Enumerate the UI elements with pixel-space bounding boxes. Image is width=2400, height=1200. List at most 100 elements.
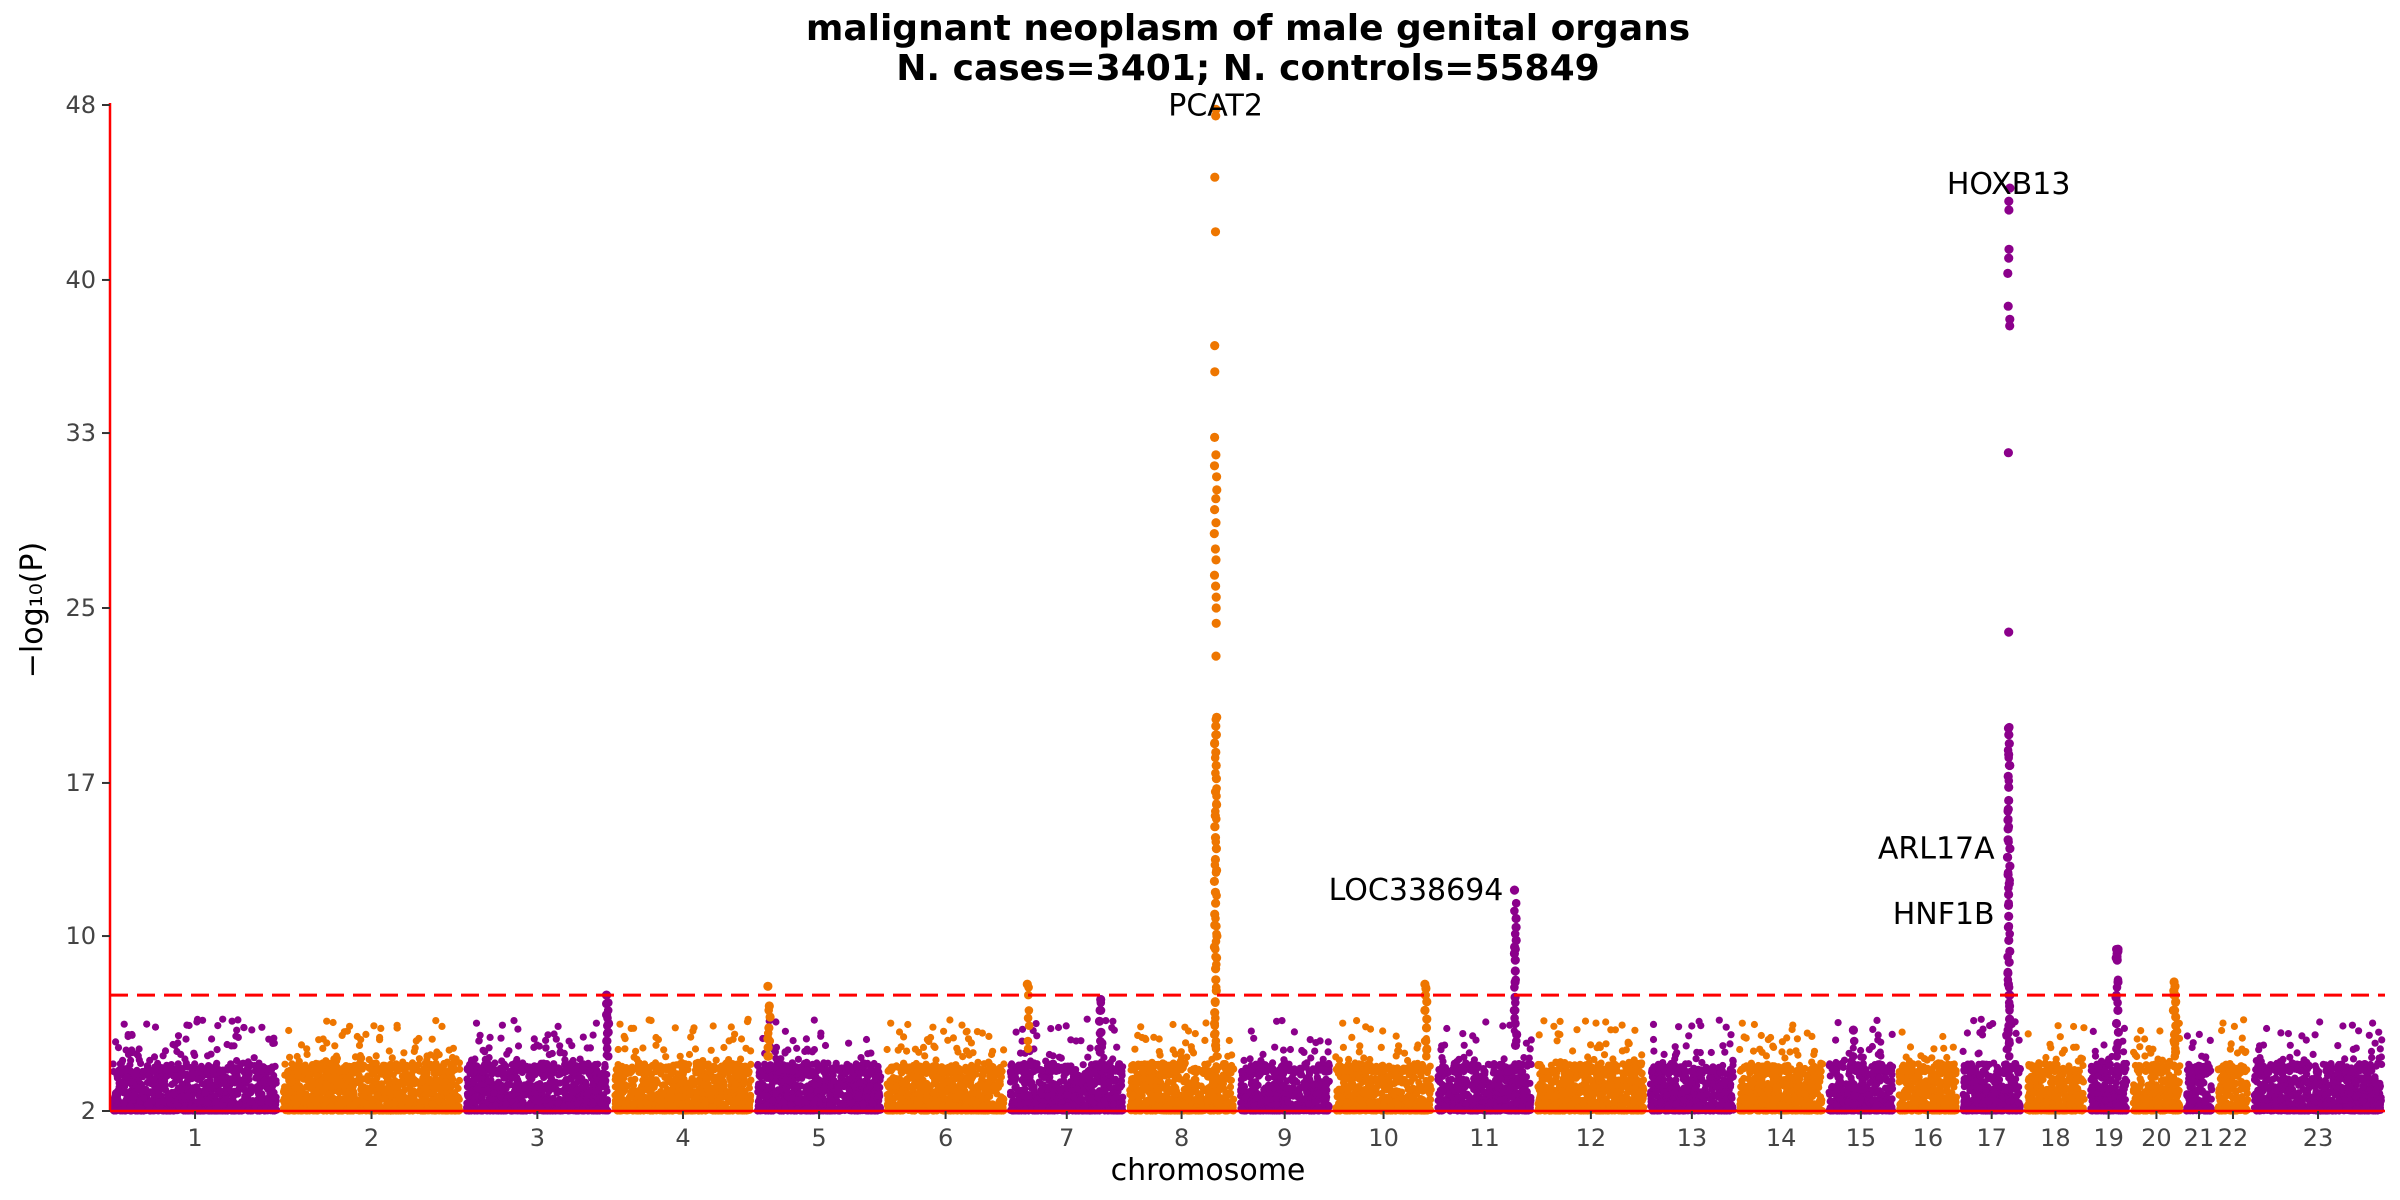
data-point [630,1088,637,1095]
chromosome-4-points [611,1016,754,1115]
data-point [224,1085,231,1092]
data-point [616,1099,623,1106]
data-point [777,1055,784,1062]
data-point [720,1081,727,1088]
data-point [740,1079,747,1086]
data-point [630,1025,637,1032]
data-point [614,1081,621,1088]
data-point [455,1085,462,1092]
data-point [281,1061,288,1068]
data-point [499,1022,506,1029]
data-point [835,1085,842,1092]
data-point [421,1097,428,1104]
data-point [623,1068,630,1075]
data-point [446,1094,453,1101]
data-point [708,1047,715,1054]
data-point [391,1100,398,1107]
data-point [245,1068,252,1075]
data-point [492,1102,499,1109]
data-point [550,1080,557,1087]
data-point [255,1068,262,1075]
data-point [514,1026,521,1033]
data-point [223,1096,230,1103]
chromosome-1-points [110,1016,281,1115]
data-point [416,1068,423,1075]
data-point [708,1094,715,1101]
data-point [629,1064,636,1071]
data-point [373,1077,380,1084]
data-point [560,1103,567,1110]
data-point [734,1096,741,1103]
data-point [167,1068,174,1075]
data-point [322,1057,329,1064]
data-point [527,1082,534,1089]
data-point [349,1077,356,1084]
data-point [542,1097,549,1104]
data-point [374,1092,381,1099]
data-point [125,1031,132,1038]
data-point [602,1101,609,1108]
data-point [121,1021,128,1028]
data-point [314,1089,321,1096]
data-point [433,1048,440,1055]
data-point [526,1063,533,1070]
data-point [670,1068,677,1075]
data-point [434,1093,441,1100]
data-point [409,1059,416,1066]
chromosome-3-points [463,1017,612,1115]
data-point [515,1042,522,1049]
data-point [498,1057,505,1064]
data-point [328,1103,335,1110]
data-point [214,1022,221,1029]
data-point [323,1018,330,1025]
data-point [133,1067,140,1074]
data-point [467,1068,474,1075]
data-point [352,1053,359,1060]
data-point [354,1033,361,1040]
data-point [655,1064,662,1071]
data-point [446,1067,453,1074]
data-point [665,1087,672,1094]
data-point [866,1083,873,1090]
data-point [368,1067,375,1074]
data-point [613,1066,620,1073]
data-point [875,1063,882,1070]
data-point [344,1063,351,1070]
data-point [184,1093,191,1100]
data-point [229,1076,236,1083]
data-point [726,1068,733,1075]
data-point [583,1090,590,1097]
data-point [643,1080,650,1087]
data-point [747,1077,754,1084]
data-point [481,1048,488,1055]
data-point [112,1097,119,1104]
data-point [286,1054,293,1061]
data-point [177,1051,184,1058]
data-point [744,1068,751,1075]
data-point [486,1065,493,1072]
data-point [535,1098,542,1105]
data-point [573,1065,580,1072]
data-point [150,1068,157,1075]
data-point [474,1085,481,1092]
data-point [728,1023,735,1030]
data-point [574,1086,581,1093]
data-point [178,1086,185,1093]
data-point [133,1050,140,1057]
data-point [469,1099,476,1106]
points-layer [110,105,2386,1115]
data-point [746,1084,753,1091]
data-point [692,1045,699,1052]
data-point [556,1042,563,1049]
data-point [512,1089,519,1096]
data-point [508,1075,515,1082]
data-point [350,1102,357,1109]
data-point [646,1016,653,1023]
data-point [644,1066,651,1073]
data-point [127,1103,134,1110]
data-point [175,1032,182,1039]
data-point [456,1077,463,1084]
data-point [395,1083,402,1090]
data-point [872,1075,879,1082]
data-point [578,1075,585,1082]
